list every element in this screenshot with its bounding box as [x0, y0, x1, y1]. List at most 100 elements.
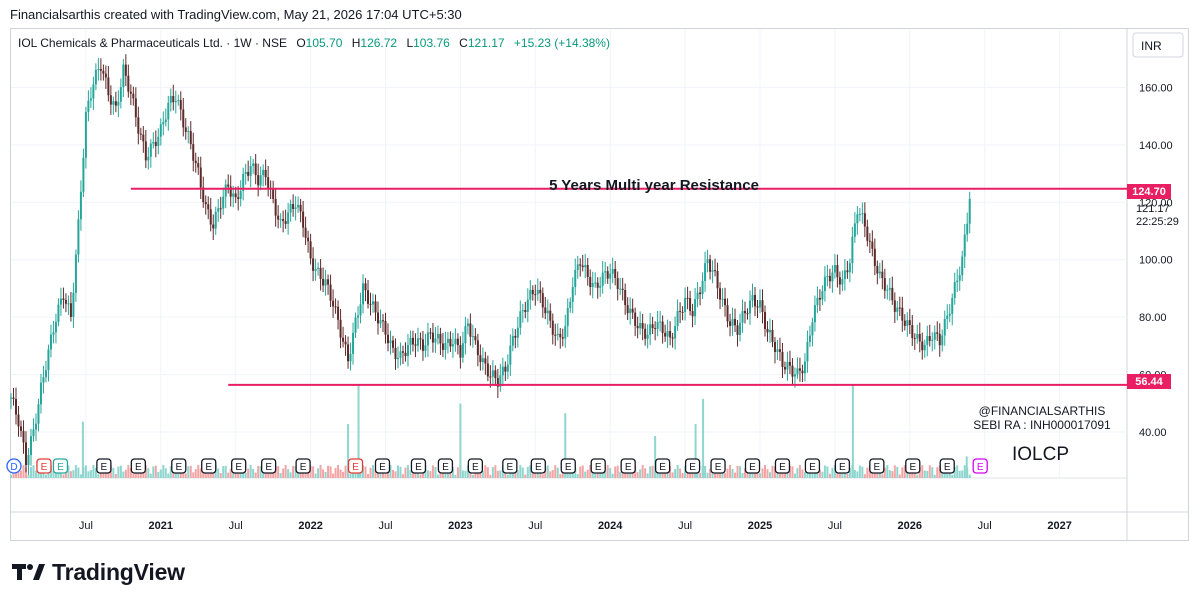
event-marker-label: E: [689, 462, 696, 473]
volume-bar: [586, 469, 589, 478]
candle-body: [823, 276, 826, 292]
candle-body: [94, 69, 97, 85]
volume-spike: [459, 403, 462, 478]
earnings-marker: [905, 458, 921, 474]
earnings-marker: [261, 458, 277, 474]
volume-bar: [576, 474, 579, 478]
volume-bar: [499, 470, 502, 478]
volume-bar: [396, 465, 399, 478]
volume-bar: [566, 471, 569, 478]
candle-body: [843, 270, 846, 280]
earnings-marker: [437, 458, 454, 474]
candle-body: [227, 184, 230, 187]
volume-bar: [918, 467, 921, 478]
volume-bar: [669, 465, 672, 478]
candle-body: [841, 279, 844, 285]
candle-body: [941, 335, 944, 346]
candle-body: [172, 96, 175, 103]
volume-bar: [104, 471, 107, 478]
volume-bar: [881, 474, 884, 478]
candle-body: [771, 330, 774, 342]
event-marker-label: E: [205, 462, 212, 473]
candle-body: [254, 163, 257, 176]
volume-bar: [534, 470, 537, 478]
volume-bar: [731, 468, 734, 478]
candle-body: [159, 124, 162, 137]
volume-bar: [466, 465, 469, 478]
candle-body: [79, 191, 82, 220]
volume-bar: [828, 473, 831, 478]
volume-bar: [736, 465, 739, 478]
candle-body: [958, 275, 961, 281]
volume-bar: [931, 467, 934, 478]
candle-body: [489, 376, 492, 378]
volume-bar: [244, 472, 247, 478]
candle-body: [711, 270, 714, 272]
volume-bar: [404, 467, 407, 478]
candle-body: [401, 351, 404, 353]
volume-bar: [309, 465, 312, 478]
volume-bar: [584, 471, 587, 478]
volume-bar: [344, 465, 347, 478]
volume-bar: [796, 468, 799, 478]
event-marker-label: E: [977, 462, 984, 473]
event-marker-label: E: [595, 462, 602, 473]
volume-bar: [334, 468, 337, 478]
candle-body: [54, 321, 57, 333]
volume-bar: [496, 470, 499, 478]
candle-body: [763, 311, 766, 330]
candle-body: [132, 93, 135, 99]
candle-body: [234, 193, 237, 198]
candle-body: [901, 307, 904, 321]
volume-bar: [419, 474, 422, 478]
volume-bar: [339, 469, 342, 478]
candle-body: [97, 69, 100, 71]
candle-body: [544, 307, 547, 314]
earnings-marker: [231, 458, 247, 474]
volume-bar: [938, 465, 941, 478]
candle-body: [716, 270, 719, 289]
time-tick: Jul: [528, 520, 542, 532]
candle-body: [451, 344, 454, 347]
candle-body: [302, 211, 305, 228]
candle-body: [157, 136, 160, 146]
volume-bar: [87, 471, 90, 478]
volume-bar: [74, 465, 77, 478]
tradingview-brand[interactable]: TradingView: [12, 559, 185, 585]
price-tick: 160.00: [1139, 82, 1173, 94]
candle-body: [541, 293, 544, 308]
volume-bar: [54, 470, 57, 478]
currency-box[interactable]: [1132, 32, 1184, 58]
legend-o-label: O: [296, 36, 305, 50]
candle-body: [99, 69, 102, 71]
volume-bar: [362, 465, 365, 478]
volume-bar: [704, 465, 707, 478]
legend-o-value: 105.70: [306, 36, 343, 50]
candle-body: [921, 341, 924, 351]
volume-bar: [529, 465, 532, 478]
candle-body: [621, 288, 624, 290]
volume-bar: [853, 469, 856, 478]
volume-bar: [963, 465, 966, 478]
volume-bar: [237, 472, 240, 478]
volume-bar: [117, 466, 120, 478]
volume-bar: [187, 466, 190, 478]
volume-bar: [97, 474, 100, 478]
event-marker-label: E: [779, 462, 786, 473]
candle-body: [908, 320, 911, 326]
volume-bar: [928, 465, 931, 478]
candle-body: [267, 177, 270, 188]
candle-body: [883, 277, 886, 291]
candle-body: [304, 227, 307, 238]
volume-bar: [546, 465, 549, 478]
volume-bar: [9, 475, 13, 478]
earnings-marker: [774, 458, 791, 474]
candle-body: [826, 275, 829, 277]
candle-body: [411, 337, 414, 345]
candle-body: [339, 319, 342, 338]
volume-bar: [671, 472, 674, 478]
volume-bar: [664, 473, 667, 478]
volume-bar: [409, 470, 412, 478]
candle-body: [943, 318, 946, 336]
